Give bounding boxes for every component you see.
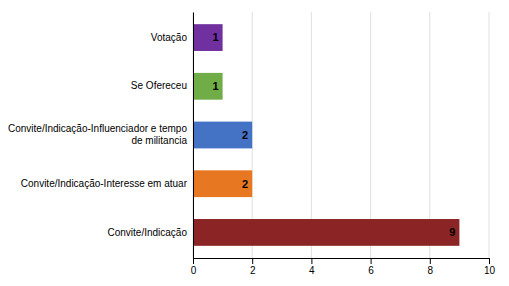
grid bbox=[193, 12, 489, 258]
y-tick: Convite/Indicação-Interesse em atuar bbox=[21, 178, 193, 189]
x-tick-label: 2 bbox=[250, 265, 256, 276]
y-axis-line bbox=[193, 13, 194, 259]
y-tick: Votação bbox=[151, 32, 193, 43]
y-tick-label: Convite/Indicação-Interesse em atuar bbox=[21, 178, 188, 189]
y-axis: Convite/Indicação Convite/Indicação-Inter… bbox=[8, 13, 194, 259]
x-axis: 0 2 4 6 8 10 bbox=[191, 258, 496, 276]
y-tick-label-line: Convite/Indicação bbox=[108, 227, 188, 238]
bar bbox=[193, 170, 252, 197]
x-tick-mark bbox=[193, 258, 194, 264]
y-tick-label: Convite/Indicação bbox=[108, 227, 188, 238]
bars bbox=[193, 24, 459, 246]
x-tick-label: 8 bbox=[428, 265, 434, 276]
x-tick-mark bbox=[430, 258, 431, 264]
grid-line bbox=[193, 12, 194, 258]
x-tick: 2 bbox=[250, 258, 256, 276]
x-tick-label: 0 bbox=[191, 265, 197, 276]
chart-svg: 0246810Convite/IndicaçãoConvite/Indicaçã… bbox=[0, 0, 509, 286]
data-label: 1 bbox=[212, 31, 218, 43]
x-tick-label: 6 bbox=[368, 265, 374, 276]
y-tick-label: Votação bbox=[151, 32, 188, 43]
y-tick: Convite/Indicação-Influenciador e tempod… bbox=[8, 123, 193, 146]
y-tick-label-line: de militancia bbox=[131, 135, 187, 146]
x-axis-line bbox=[194, 259, 490, 265]
bar bbox=[193, 73, 223, 100]
x-tick: 0 bbox=[191, 258, 197, 276]
y-tick-label: Convite/Indicação-Influenciador e tempod… bbox=[8, 123, 187, 146]
data-label: 1 bbox=[212, 80, 218, 92]
bar bbox=[193, 24, 223, 51]
bar bbox=[193, 219, 459, 246]
y-tick-label-line: Se Ofereceu bbox=[131, 80, 187, 91]
y-tick: Se Ofereceu bbox=[131, 80, 193, 91]
x-tick-label: 10 bbox=[484, 265, 496, 276]
x-tick: 10 bbox=[484, 258, 496, 276]
x-tick-mark bbox=[371, 258, 372, 264]
chart-container: 0246810Convite/IndicaçãoConvite/Indicaçã… bbox=[0, 0, 509, 286]
y-tick: Convite/Indicação bbox=[108, 227, 194, 238]
data-label: 9 bbox=[449, 226, 455, 238]
grid-line bbox=[489, 12, 490, 258]
x-tick-label: 4 bbox=[309, 265, 315, 276]
y-tick-label-line: Votação bbox=[151, 32, 188, 43]
x-tick: 6 bbox=[368, 258, 374, 276]
data-labels: 9 2 2 1 1 bbox=[212, 31, 455, 238]
y-tick-label: Se Ofereceu bbox=[131, 80, 187, 91]
y-tick-label-line: Convite/Indicação-Influenciador e tempo bbox=[8, 123, 187, 134]
x-tick-mark bbox=[489, 258, 490, 264]
x-tick-mark bbox=[311, 258, 312, 264]
data-label: 2 bbox=[242, 129, 248, 141]
x-tick: 4 bbox=[309, 258, 315, 276]
y-tick-label-line: Convite/Indicação-Interesse em atuar bbox=[21, 178, 188, 189]
x-tick: 8 bbox=[428, 258, 434, 276]
data-label: 2 bbox=[242, 178, 248, 190]
x-tick-mark bbox=[252, 258, 253, 264]
bar bbox=[193, 122, 252, 149]
plot: 0246810Convite/IndicaçãoConvite/Indicaçã… bbox=[8, 12, 495, 276]
